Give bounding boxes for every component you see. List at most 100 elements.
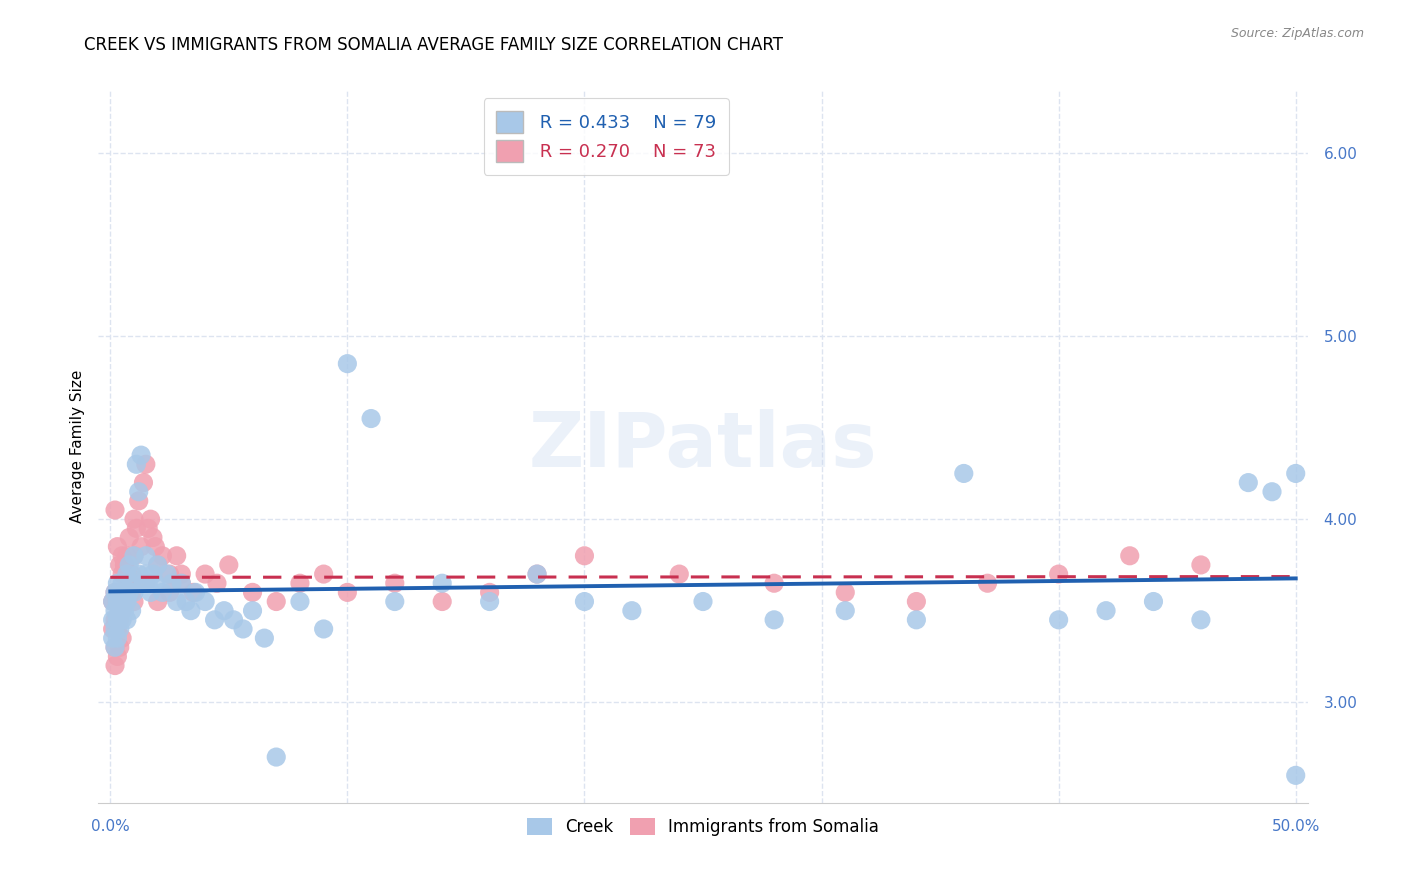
Point — [118, 531, 141, 545]
Point — [104, 585, 127, 599]
Point — [115, 594, 138, 608]
Point — [194, 567, 217, 582]
Point — [264, 594, 287, 608]
Point — [288, 594, 311, 608]
Point — [104, 613, 127, 627]
Point — [152, 585, 174, 599]
Point — [905, 594, 928, 608]
Point — [114, 585, 136, 599]
Point — [574, 594, 596, 608]
Point — [146, 558, 169, 572]
Point — [111, 567, 134, 582]
Point — [146, 594, 169, 608]
Point — [132, 475, 155, 490]
Point — [170, 576, 193, 591]
Point — [142, 531, 165, 545]
Point — [166, 549, 188, 563]
Point — [125, 458, 148, 472]
Point — [115, 549, 138, 563]
Point — [174, 594, 197, 608]
Point — [478, 594, 501, 608]
Point — [668, 567, 690, 582]
Point — [834, 604, 856, 618]
Point — [104, 640, 127, 655]
Point — [1261, 484, 1284, 499]
Point — [205, 576, 228, 591]
Point — [159, 567, 181, 582]
Point — [114, 594, 136, 608]
Point — [114, 558, 136, 572]
Point — [114, 558, 136, 572]
Point — [111, 631, 134, 645]
Point — [111, 549, 134, 563]
Point — [108, 613, 131, 627]
Text: ZIPatlas: ZIPatlas — [529, 409, 877, 483]
Point — [118, 576, 141, 591]
Point — [121, 585, 143, 599]
Point — [114, 604, 136, 618]
Point — [1047, 613, 1070, 627]
Point — [1189, 613, 1212, 627]
Point — [121, 604, 143, 618]
Point — [288, 576, 311, 591]
Point — [526, 567, 548, 582]
Point — [125, 521, 148, 535]
Point — [1237, 475, 1260, 490]
Point — [101, 631, 124, 645]
Point — [204, 613, 226, 627]
Point — [105, 649, 128, 664]
Point — [122, 549, 145, 563]
Point — [976, 576, 998, 591]
Point — [384, 576, 406, 591]
Point — [101, 594, 124, 608]
Point — [834, 585, 856, 599]
Point — [136, 576, 159, 591]
Point — [952, 467, 974, 481]
Point — [108, 604, 131, 618]
Point — [181, 585, 204, 599]
Point — [432, 576, 454, 591]
Point — [115, 613, 138, 627]
Point — [128, 567, 150, 582]
Point — [105, 622, 128, 636]
Point — [111, 613, 134, 627]
Point — [105, 576, 128, 591]
Point — [118, 558, 141, 572]
Point — [160, 576, 183, 591]
Point — [101, 594, 124, 608]
Point — [180, 604, 202, 618]
Point — [118, 576, 141, 591]
Point — [118, 585, 141, 599]
Point — [763, 576, 786, 591]
Text: Source: ZipAtlas.com: Source: ZipAtlas.com — [1230, 27, 1364, 40]
Point — [122, 512, 145, 526]
Point — [104, 604, 127, 618]
Point — [108, 585, 131, 599]
Point — [135, 549, 157, 563]
Point — [135, 576, 157, 591]
Point — [336, 585, 359, 599]
Point — [1142, 594, 1164, 608]
Point — [136, 521, 159, 535]
Point — [121, 576, 143, 591]
Point — [108, 622, 131, 636]
Point — [143, 540, 166, 554]
Point — [360, 411, 382, 425]
Point — [222, 613, 245, 627]
Y-axis label: Average Family Size: Average Family Size — [69, 369, 84, 523]
Point — [115, 567, 138, 582]
Point — [336, 357, 359, 371]
Point — [1095, 604, 1118, 618]
Point — [139, 585, 162, 599]
Point — [115, 567, 138, 582]
Point — [105, 631, 128, 645]
Point — [135, 567, 157, 582]
Point — [232, 622, 254, 636]
Point — [105, 594, 128, 608]
Point — [264, 750, 287, 764]
Legend: Creek, Immigrants from Somalia: Creek, Immigrants from Somalia — [519, 810, 887, 845]
Point — [242, 585, 264, 599]
Point — [139, 512, 162, 526]
Point — [763, 613, 786, 627]
Point — [170, 576, 193, 591]
